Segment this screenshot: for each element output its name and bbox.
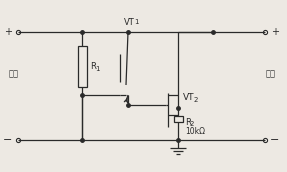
Text: 10kΩ: 10kΩ (185, 127, 205, 136)
Text: R: R (90, 62, 96, 71)
Text: −: − (270, 135, 280, 145)
Text: VT: VT (183, 93, 195, 101)
Text: 1: 1 (95, 66, 100, 72)
Text: 输入: 输入 (9, 69, 19, 78)
Bar (77, 46, 86, 87)
Text: +: + (271, 27, 279, 37)
Text: VT: VT (124, 18, 135, 26)
Text: −: − (3, 135, 13, 145)
Text: 输出: 输出 (266, 69, 276, 78)
Bar (174, 116, 183, 122)
Text: 2: 2 (190, 121, 194, 127)
Text: 2: 2 (194, 97, 198, 103)
Text: R: R (185, 118, 191, 127)
Text: 1: 1 (134, 19, 139, 25)
Text: +: + (4, 27, 12, 37)
